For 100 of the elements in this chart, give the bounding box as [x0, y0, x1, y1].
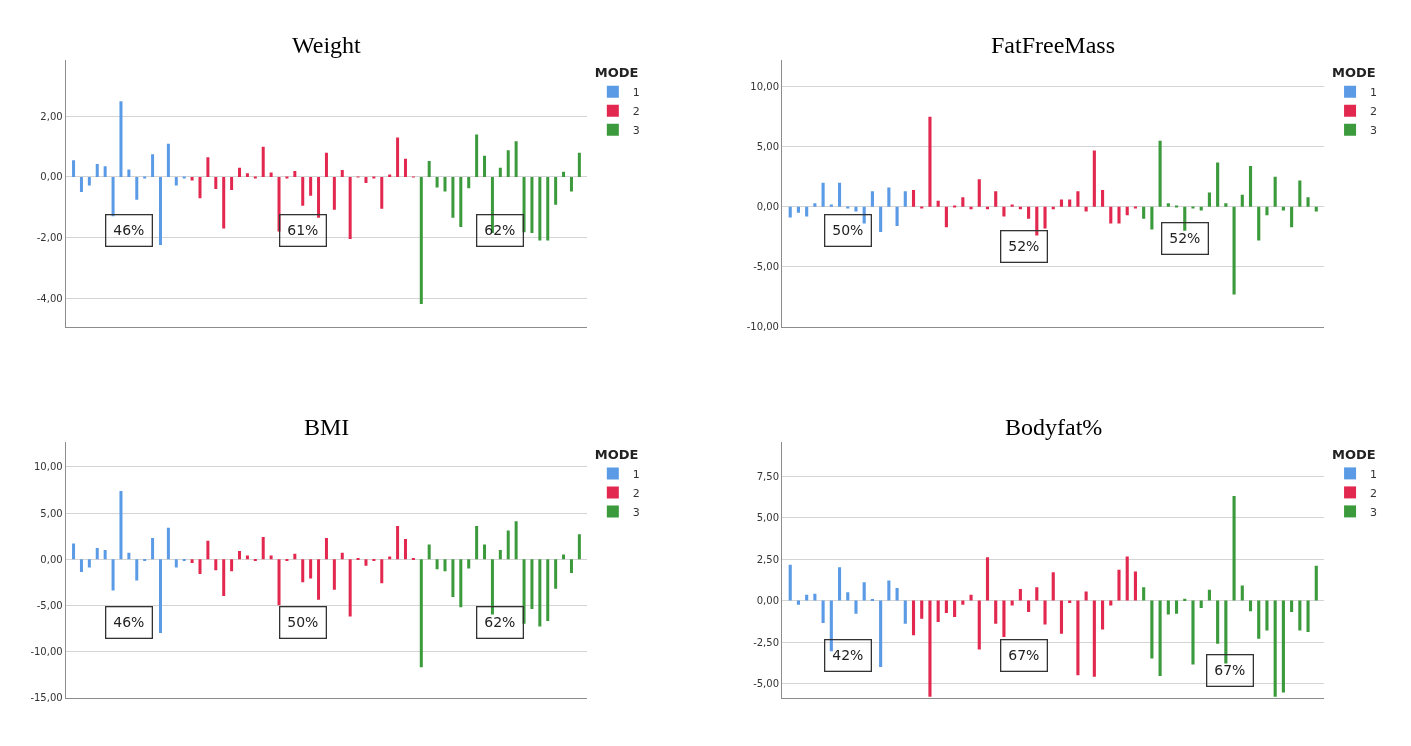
bar [79, 559, 83, 573]
bar [944, 600, 948, 613]
legend-title: MODE [594, 65, 639, 81]
annotation: 42% [832, 647, 864, 664]
bar [805, 206, 809, 217]
bar [277, 559, 281, 606]
bar [879, 206, 883, 232]
bar [459, 559, 463, 608]
bar [944, 206, 948, 228]
bar [846, 592, 850, 601]
bar [895, 588, 899, 601]
bar [451, 559, 455, 598]
bar [522, 559, 526, 624]
bar [174, 559, 178, 568]
bar [1092, 150, 1096, 207]
bar [253, 559, 257, 562]
bar [1117, 569, 1121, 601]
bar [135, 559, 139, 581]
bar [854, 206, 858, 212]
bar [1314, 565, 1318, 601]
bar [214, 176, 218, 190]
y-tick-label: -2,50 [753, 636, 780, 648]
bar [928, 116, 932, 207]
bar [569, 559, 573, 574]
chart-title: Weight [292, 32, 362, 58]
bar [1207, 589, 1211, 601]
bar [467, 559, 471, 569]
bar [419, 559, 423, 668]
bar [1158, 140, 1162, 207]
bar [475, 134, 479, 177]
bar [1265, 206, 1269, 216]
y-tick-label: 2,00 [40, 110, 63, 122]
bar [1027, 206, 1031, 219]
bar [1142, 587, 1146, 601]
bar [111, 559, 115, 591]
bar [95, 163, 99, 177]
y-tick-label: 5,00 [40, 507, 63, 519]
y-tick-label: -5,00 [36, 599, 63, 611]
annotation: 46% [113, 222, 145, 239]
bar [214, 559, 218, 571]
bar [1224, 600, 1228, 664]
bar [498, 167, 502, 177]
bar [870, 191, 874, 207]
bar [119, 490, 123, 560]
legend-title: MODE [594, 446, 639, 462]
bar [1043, 206, 1047, 229]
bar [1101, 190, 1105, 207]
bar [427, 160, 431, 177]
bar [514, 521, 518, 560]
bar [151, 537, 155, 560]
y-tick-label: 2,50 [756, 553, 780, 565]
bar [829, 600, 833, 652]
bar [1027, 600, 1031, 613]
bar [1257, 206, 1261, 241]
bar [451, 176, 455, 218]
bar [467, 176, 471, 189]
legend-label: 3 [1370, 124, 1378, 138]
bar [1216, 600, 1220, 644]
annotation: 67% [1214, 662, 1246, 679]
legend-label: 2 [1370, 105, 1378, 119]
bar [538, 176, 542, 241]
bar [985, 557, 990, 601]
y-tick-label: 10,00 [34, 461, 63, 473]
y-tick-label: 0,00 [756, 595, 780, 607]
bar [1174, 600, 1179, 614]
bar [103, 549, 107, 560]
bar [317, 559, 321, 600]
bar [72, 543, 76, 560]
legend-label: 3 [632, 505, 640, 519]
bar [506, 530, 510, 560]
bar [936, 600, 940, 623]
bar [903, 191, 907, 207]
annotation: 52% [1008, 238, 1040, 255]
bar [994, 600, 998, 624]
bar [1224, 203, 1228, 207]
bar [309, 559, 313, 579]
bar [1290, 600, 1294, 613]
y-tick-label: -4,00 [36, 292, 63, 304]
bar [293, 170, 297, 177]
y-tick-label: -5,00 [753, 261, 780, 273]
bar [961, 197, 965, 207]
chart-title: Bodyfat% [1005, 414, 1103, 440]
bar [396, 525, 400, 560]
bar [198, 176, 202, 199]
bar [301, 559, 305, 583]
bar [182, 176, 186, 179]
annotation: 62% [484, 222, 516, 239]
bar [324, 537, 328, 560]
bar [166, 143, 170, 177]
bar [530, 559, 534, 610]
bar [1076, 600, 1080, 676]
bar [1125, 206, 1129, 216]
bar [1051, 572, 1055, 601]
bar [372, 176, 376, 179]
bar [994, 191, 998, 207]
bar [443, 176, 447, 192]
bar [324, 152, 328, 177]
bar [348, 559, 352, 617]
bar [936, 200, 940, 207]
legend-label: 2 [1370, 486, 1378, 500]
